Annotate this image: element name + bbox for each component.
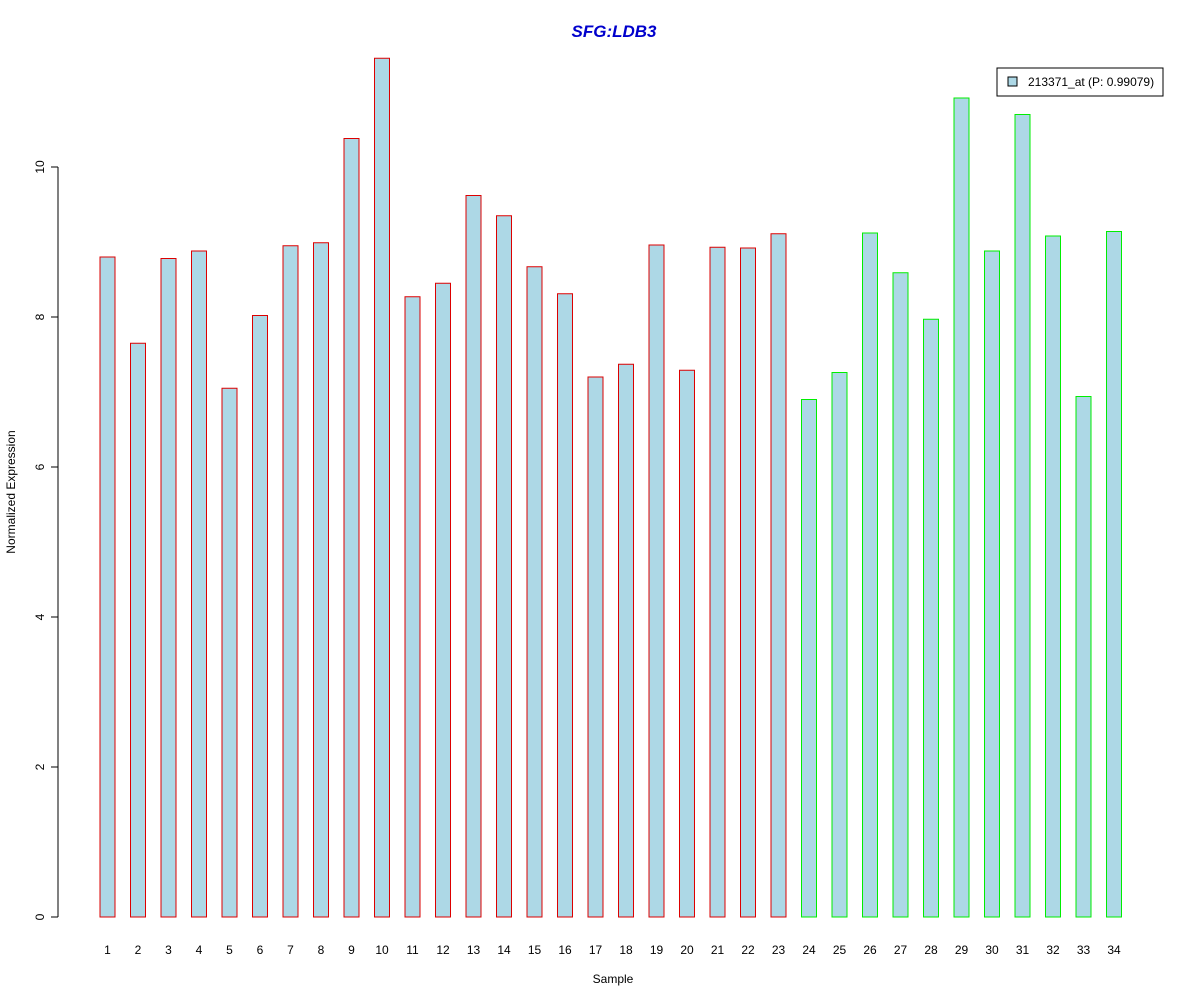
bar [648,244,665,918]
x-tick-label: 1 [104,943,111,957]
bar [526,266,543,918]
x-tick-label: 20 [680,943,694,957]
bar [618,363,634,918]
bar [1075,396,1092,918]
x-tick-label: 11 [406,943,419,957]
bars-group [99,57,1122,918]
x-tick-label: 18 [619,943,633,957]
bar [923,318,939,918]
bar [191,250,207,918]
bar [770,233,787,918]
bar [953,97,970,918]
x-tick-label: 26 [863,943,877,957]
bar [465,195,482,918]
bar [404,296,421,918]
bar [679,369,695,918]
y-tick-label: 4 [33,613,47,620]
x-tick-label: 27 [894,943,908,957]
x-tick-label: 9 [348,943,355,957]
x-tick-label: 3 [165,943,172,957]
bar [740,247,756,918]
bar [496,215,512,918]
bar [99,256,116,918]
x-tick-label: 19 [650,943,664,957]
bar [1014,114,1031,918]
bar [1106,231,1122,918]
bar [130,342,146,918]
bar [831,372,848,918]
x-tick-label: 7 [287,943,294,957]
x-tick-label: 31 [1016,943,1030,957]
bar [892,272,909,918]
x-tick-labels: 1 2 3 4 5 6 7 8 9 10 11 12 13 14 15 16 17 18 19 20 21 22 23 24 2… [104,943,1121,957]
bar [862,232,878,918]
bar [709,246,726,918]
bar [557,293,573,918]
x-tick-label: 24 [802,943,816,957]
bar [801,399,817,918]
x-tick-label: 4 [196,943,203,957]
y-axis: 0 2 4 6 8 10 [33,160,59,920]
x-tick-label: 2 [135,943,142,957]
y-tick-label: 10 [33,160,47,174]
x-tick-label: 5 [226,943,233,957]
x-tick-label: 21 [711,943,725,957]
bar [252,315,268,918]
x-tick-label: 29 [955,943,969,957]
x-tick-label: 17 [589,943,603,957]
x-tick-label: 15 [528,943,542,957]
y-tick-label: 6 [33,463,47,470]
y-tick-label: 0 [33,913,47,920]
bar [984,250,1000,918]
y-tick-label: 2 [33,763,47,770]
bar [587,376,604,918]
x-tick-label: 14 [497,943,511,957]
x-tick-label: 16 [558,943,572,957]
bar [221,387,238,918]
x-tick-label: 23 [772,943,786,957]
legend-label: 213371_at (P: 0.99079) [1028,75,1154,89]
bar [160,258,177,918]
legend-swatch [1007,76,1018,87]
x-tick-label: 32 [1046,943,1060,957]
legend: 213371_at (P: 0.99079) [996,67,1164,97]
x-tick-label: 6 [257,943,264,957]
x-tick-label: 8 [318,943,325,957]
y-axis-label: Normalized Expression [4,430,18,553]
x-tick-label: 13 [467,943,481,957]
legend-box [996,67,1164,97]
x-tick-label: 33 [1077,943,1091,957]
x-axis-label: Sample [593,972,634,986]
bar [374,57,390,918]
x-tick-label: 22 [741,943,755,957]
bar [435,282,451,918]
bar [313,242,329,918]
chart-title: SFG:LDB3 [572,22,658,41]
bar [343,138,360,918]
x-tick-label: 10 [375,943,389,957]
x-tick-label: 12 [436,943,450,957]
x-tick-label: 34 [1107,943,1121,957]
y-tick-label: 8 [33,313,47,320]
x-tick-label: 30 [985,943,999,957]
x-tick-label: 25 [833,943,847,957]
bar [282,245,299,918]
x-tick-label: 28 [924,943,938,957]
bar [1045,235,1061,918]
